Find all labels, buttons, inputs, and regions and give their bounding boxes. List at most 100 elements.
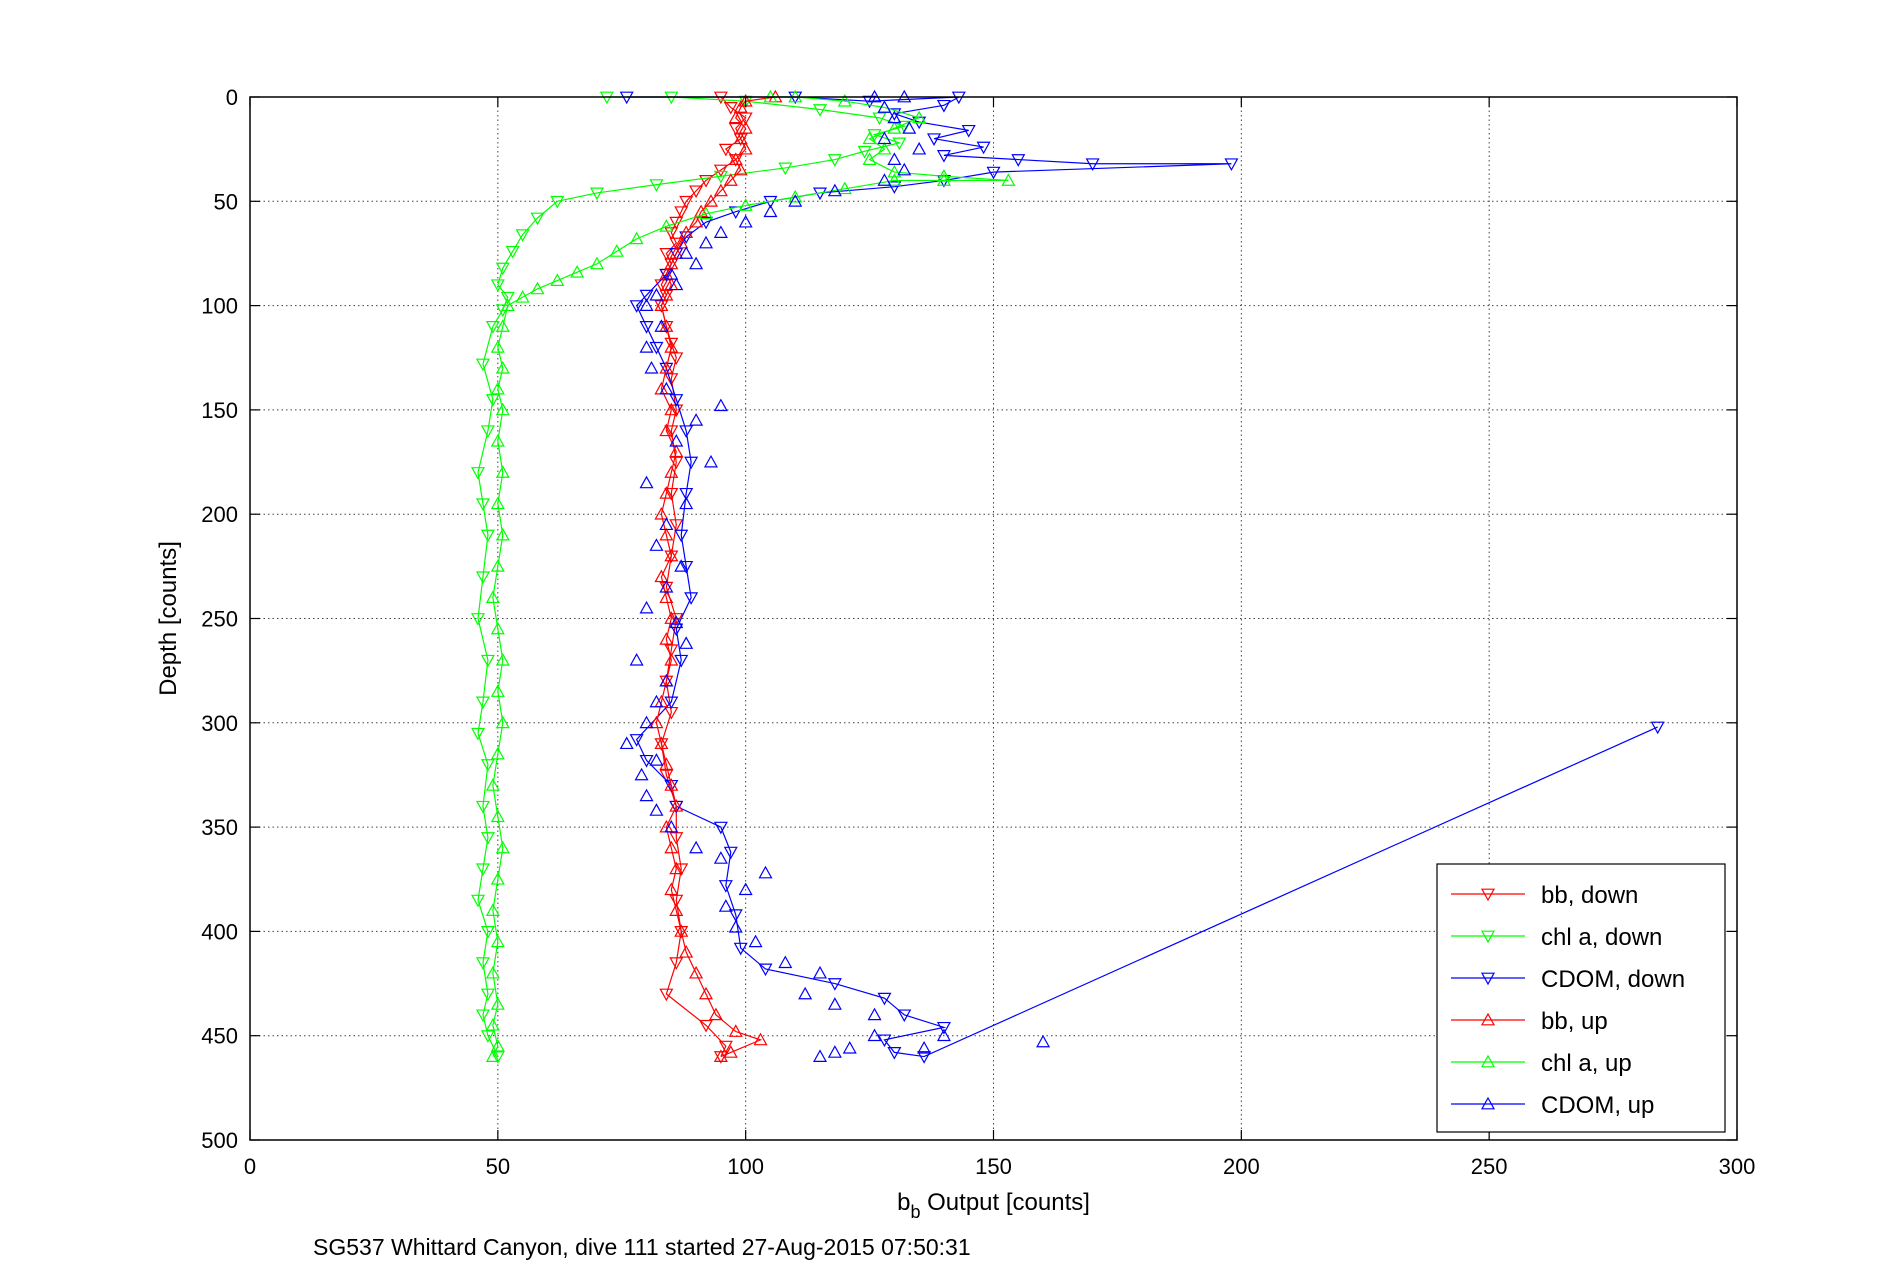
data-point xyxy=(490,872,505,885)
data-point xyxy=(530,212,545,226)
y-tick-label: 50 xyxy=(214,189,238,214)
data-point xyxy=(718,143,733,157)
data-point xyxy=(674,529,689,543)
y-tick-label: 350 xyxy=(201,815,238,840)
data-point xyxy=(827,978,842,991)
data-point xyxy=(887,164,902,178)
data-point xyxy=(649,715,664,729)
data-point xyxy=(475,800,490,814)
data-point xyxy=(877,141,892,155)
data-point xyxy=(669,832,684,845)
y-tick-label: 450 xyxy=(201,1024,238,1049)
series-line xyxy=(477,96,907,1057)
data-point xyxy=(664,373,679,386)
data-point xyxy=(669,237,684,251)
data-point xyxy=(550,195,565,209)
data-point xyxy=(664,819,679,833)
data-point xyxy=(664,487,679,501)
data-point xyxy=(480,759,495,772)
data-point xyxy=(654,298,669,311)
x-tick-label: 200 xyxy=(1223,1154,1260,1179)
data-point xyxy=(887,1046,902,1060)
data-point xyxy=(664,652,679,666)
axis-ticks: 0 50 100 150 200 250 300 0 50 100 150 200 250 300 350 4… xyxy=(201,85,1755,1179)
data-point xyxy=(723,102,738,115)
data-point xyxy=(505,245,520,259)
data-point xyxy=(713,225,728,238)
data-point xyxy=(475,358,490,372)
data-point xyxy=(718,899,733,912)
data-point xyxy=(936,1028,951,1042)
data-point xyxy=(490,279,505,292)
data-point xyxy=(629,231,644,245)
data-point xyxy=(490,621,505,635)
data-point xyxy=(713,170,728,184)
data-point xyxy=(654,736,669,750)
data-point xyxy=(698,206,714,220)
data-point xyxy=(485,965,500,979)
data-point xyxy=(490,340,505,353)
data-point xyxy=(679,945,694,958)
data-point xyxy=(654,569,669,583)
data-point xyxy=(589,256,604,270)
data-point xyxy=(753,1032,768,1046)
data-point xyxy=(589,187,604,201)
data-point xyxy=(669,433,684,447)
data-point xyxy=(530,281,545,295)
data-point xyxy=(659,248,674,261)
data-point xyxy=(490,997,505,1010)
data-point xyxy=(778,955,793,969)
series-line xyxy=(655,96,776,1058)
data-point xyxy=(490,496,505,510)
data-point xyxy=(674,559,689,572)
data-point xyxy=(689,185,704,199)
data-point xyxy=(629,652,644,666)
data-point xyxy=(728,1024,743,1037)
x-tick-label: 50 xyxy=(486,1154,510,1179)
data-point xyxy=(475,957,490,970)
data-point xyxy=(887,108,902,121)
data-point xyxy=(887,110,902,124)
data-point xyxy=(669,394,684,407)
data-point xyxy=(679,246,694,259)
data-point xyxy=(664,465,679,478)
series-1 xyxy=(470,91,912,1064)
data-point xyxy=(689,214,704,228)
data-point xyxy=(659,486,674,499)
legend-label: chl a, down xyxy=(1541,924,1662,951)
data-point xyxy=(842,1040,857,1054)
data-point xyxy=(689,413,704,426)
data-point xyxy=(495,360,510,374)
data-point xyxy=(1085,158,1100,171)
data-point xyxy=(495,262,510,276)
data-point xyxy=(788,189,803,203)
data-point xyxy=(936,173,951,186)
data-point xyxy=(738,112,753,126)
data-point xyxy=(470,467,486,480)
data-point xyxy=(659,988,674,1002)
data-point xyxy=(728,909,743,922)
data-point xyxy=(733,942,748,956)
data-point xyxy=(684,456,699,470)
data-point xyxy=(758,963,773,977)
data-point xyxy=(664,644,679,658)
data-point xyxy=(872,112,887,126)
data-point xyxy=(515,229,530,242)
data-point xyxy=(679,195,694,209)
data-point xyxy=(936,1021,951,1035)
data-point xyxy=(679,496,694,510)
data-point xyxy=(495,527,510,541)
data-point xyxy=(649,341,664,355)
data-point xyxy=(718,880,733,893)
y-axis-label: Depth [counts] xyxy=(155,541,182,696)
data-point xyxy=(708,1007,723,1021)
data-point xyxy=(812,104,828,117)
data-point xyxy=(669,903,684,916)
data-point xyxy=(639,289,654,303)
data-point xyxy=(703,194,718,207)
data-point xyxy=(698,235,714,249)
data-point xyxy=(713,851,728,864)
data-point xyxy=(733,100,748,113)
data-point xyxy=(495,652,510,666)
data-point xyxy=(490,559,505,572)
